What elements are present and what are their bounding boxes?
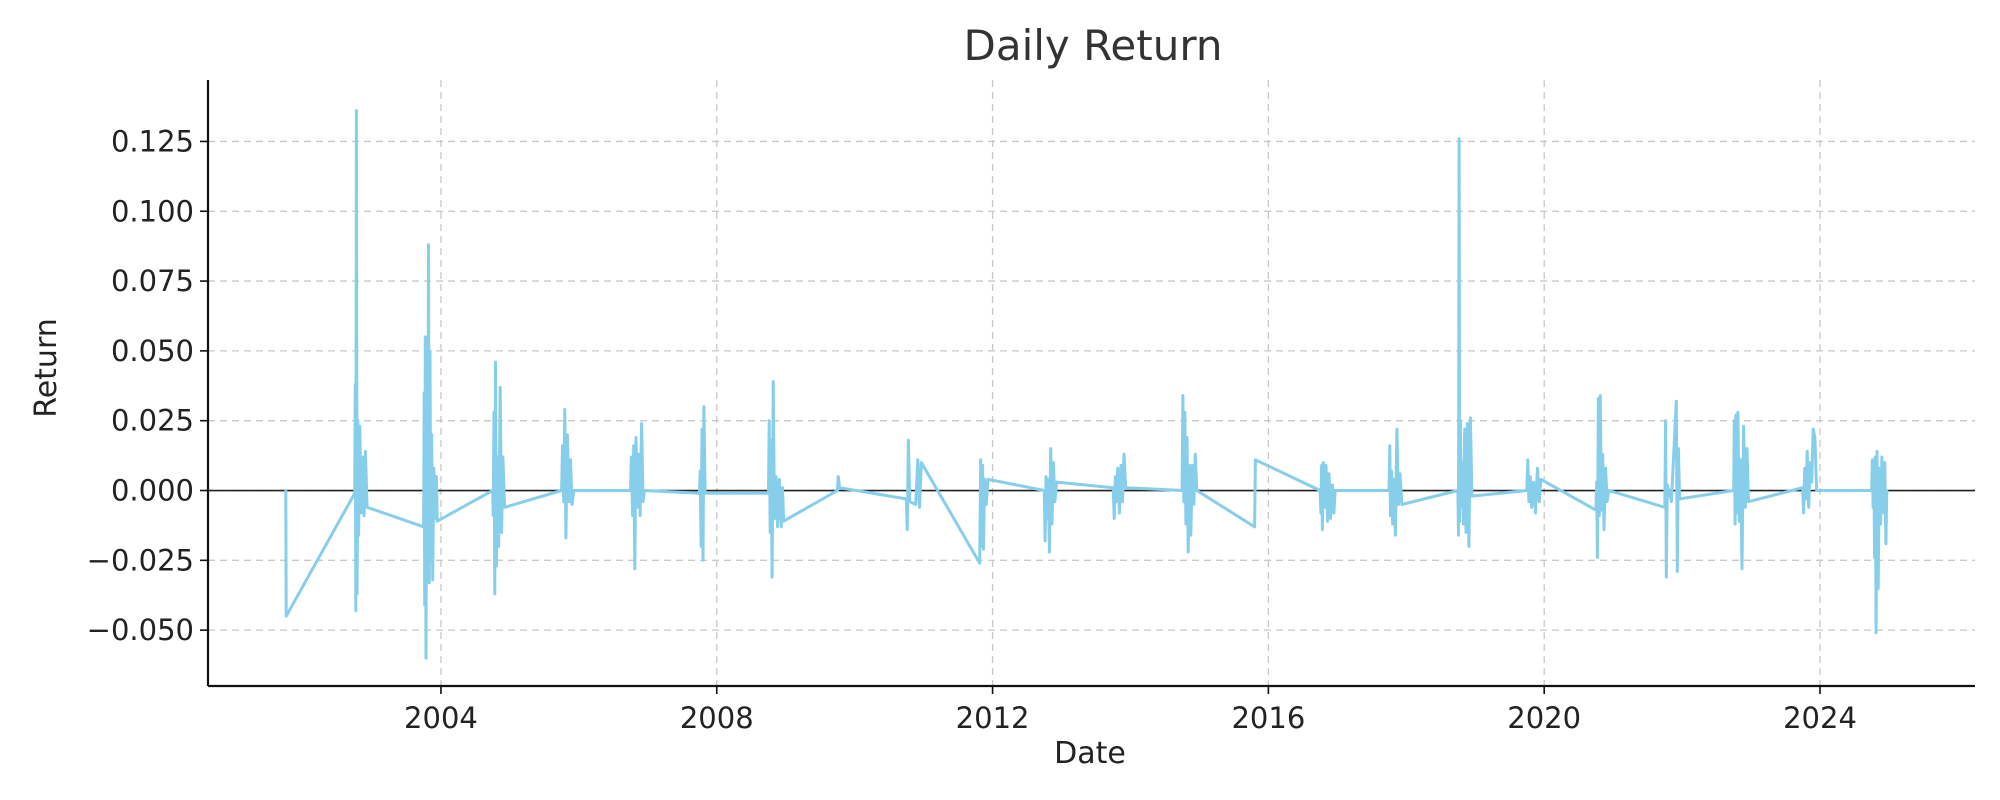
- y-tick-label: 0.075: [111, 264, 194, 298]
- y-tick-label: −0.025: [87, 543, 194, 577]
- x-axis-title: Date: [1054, 736, 1126, 771]
- chart-title: Daily Return: [964, 21, 1223, 70]
- y-tick-label: −0.050: [87, 613, 194, 647]
- y-tick-label: 0.025: [111, 404, 194, 438]
- y-tick-label: 0.000: [111, 474, 194, 508]
- x-tick-label: 2016: [1231, 701, 1305, 735]
- x-tick-label: 2012: [956, 701, 1030, 735]
- x-tick-label: 2024: [1783, 701, 1857, 735]
- x-tick-label: 2004: [404, 701, 478, 735]
- y-axis-ticks: −0.050 −0.025 0.000 0.025 0.050 0.075 0.100 0.1…: [87, 124, 208, 647]
- y-tick-label: 0.050: [111, 334, 194, 368]
- axes: [206, 80, 1975, 688]
- series-layer: [284, 109, 1889, 660]
- daily-return-series-line: [284, 109, 1889, 660]
- y-tick-label: 0.125: [111, 124, 194, 158]
- y-axis-title: Return: [29, 318, 64, 418]
- x-axis-ticks: 2004 2008 2012 2016 2020 2024: [404, 686, 1857, 735]
- y-tick-label: 0.100: [111, 194, 194, 228]
- x-tick-label: 2008: [680, 701, 754, 735]
- grid: [208, 80, 1975, 686]
- x-tick-label: 2020: [1507, 701, 1581, 735]
